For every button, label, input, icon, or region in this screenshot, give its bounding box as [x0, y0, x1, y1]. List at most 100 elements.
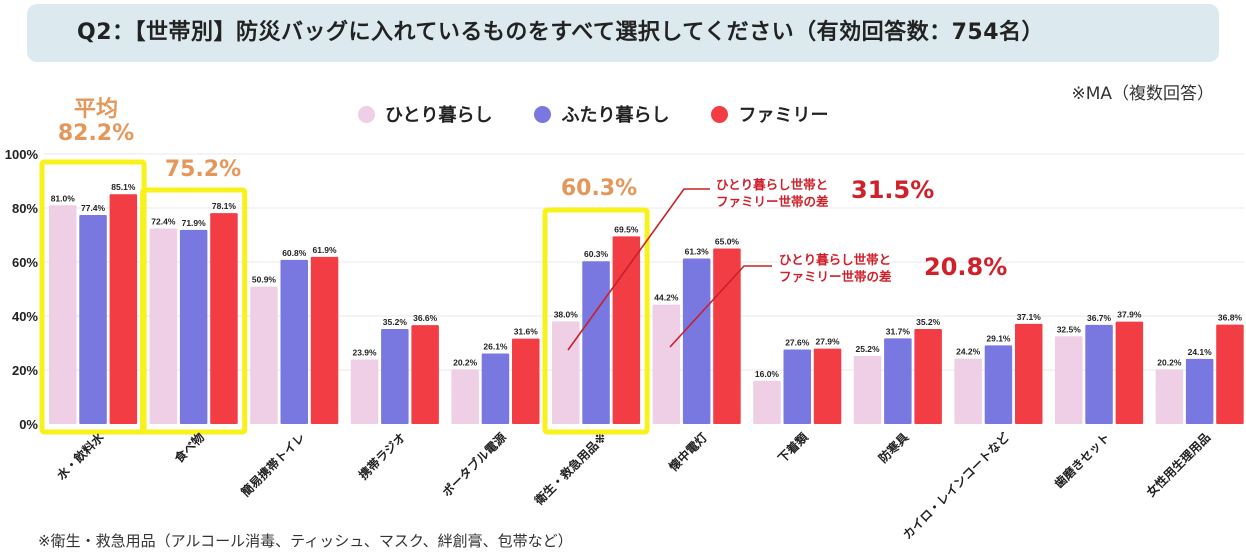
bar — [853, 355, 882, 424]
legend-label-family: ファミリー — [738, 105, 829, 126]
bar-value-label: 77.4% — [81, 203, 106, 213]
footnote: ※衛生・救急用品（アルコール消毒、ティッシュ、マスク、絆創膏、包帯など） — [38, 532, 573, 550]
annotation-2-line2: ファミリー世帯の差 — [779, 269, 892, 284]
x-tick-label: 懐中電灯 — [666, 430, 711, 475]
bar-value-label: 85.1% — [111, 182, 136, 192]
bar-value-label: 24.2% — [956, 347, 981, 357]
bar — [884, 338, 912, 424]
bar-value-label: 44.2% — [654, 293, 679, 303]
bar — [1085, 324, 1113, 424]
annotation-1-label: ひとり暮らし世帯と ファミリー世帯の差 — [716, 176, 829, 210]
legend-dot-family — [711, 105, 729, 123]
bar-value-label: 31.7% — [886, 326, 911, 336]
bar-value-label: 60.3% — [584, 249, 609, 259]
bar — [350, 359, 379, 424]
bar-value-label: 69.5% — [614, 224, 639, 234]
bar-value-label: 36.8% — [1218, 313, 1243, 323]
bar — [612, 236, 641, 424]
x-tick-label: 防寒具 — [875, 430, 911, 466]
bar — [310, 256, 339, 424]
legend-dot-couple — [534, 105, 552, 123]
legend: ひとり暮らし ふたり暮らし ファミリー — [358, 101, 870, 127]
bar — [552, 321, 580, 424]
x-tick-label: 歯磨きセット — [1051, 430, 1113, 492]
bar — [411, 325, 439, 424]
bar — [481, 353, 510, 424]
highlight-box — [542, 207, 650, 435]
bar-value-label: 23.9% — [352, 347, 377, 357]
x-tick-label: ポータブル電源 — [439, 430, 509, 500]
bar — [250, 286, 278, 424]
highlight-box — [140, 187, 248, 435]
bar-value-label: 71.9% — [182, 218, 207, 228]
bar-value-label: 37.1% — [1017, 312, 1042, 322]
y-axis-ticks: 0% 20% 40% 60% 80% 100% — [5, 147, 39, 432]
x-tick-label: 女性用生理用品 — [1143, 430, 1213, 500]
bar-value-label: 31.6% — [514, 327, 539, 337]
bar-value-label: 24.1% — [1188, 347, 1213, 357]
legend-item-couple: ふたり暮らし — [534, 101, 669, 127]
annotation-lines — [567, 188, 772, 351]
annotation-2-line1: ひとり暮らし世帯と — [779, 252, 892, 267]
bar-value-label: 36.6% — [413, 313, 438, 323]
bar — [984, 345, 1013, 424]
bar — [914, 328, 942, 424]
annotation-1-value: 31.5% — [851, 176, 935, 204]
bar — [753, 380, 781, 424]
bar — [79, 215, 107, 424]
bar — [179, 229, 208, 424]
bar-value-label: 81.0% — [51, 193, 76, 203]
chart-title: Q2：【世帯別】防災バッグに入れているものをすべて選択してください（有効回答数：… — [77, 20, 1045, 45]
bar-value-label: 26.1% — [483, 342, 508, 352]
bar-value-label: 60.8% — [282, 248, 307, 258]
x-tick-label: 衛生・救急用品※ — [531, 430, 610, 509]
bar-labels: 81.0% 77.4% 85.1% 72.4% 71.9% 78.1% 50.9% 60.8%… — [51, 182, 1243, 379]
bar-value-label: 29.1% — [986, 333, 1011, 343]
bar-value-label: 27.9% — [815, 337, 840, 347]
x-tick-label: カイロ・レインコートなど — [900, 430, 1012, 542]
bar-value-label: 32.5% — [1057, 324, 1082, 334]
bar-value-label: 38.0% — [554, 309, 579, 319]
bar-value-label: 65.0% — [715, 237, 740, 247]
x-axis-labels: 水・飲料水 食べ物 簡易携帯トイレ 携帯ラジオ ポータブル電源 衛生・救急用品※ 懐中電灯 下… — [54, 429, 1214, 542]
bar-value-label: 25.2% — [855, 344, 880, 354]
legend-dot-single — [358, 105, 375, 123]
x-tick-label: 下着類 — [775, 429, 812, 466]
y-tick-label: 0% — [19, 417, 38, 432]
multiple-answer-note: ※MA（複数回答） — [1071, 84, 1214, 104]
average-value-hygiene: 60.3% — [560, 176, 638, 201]
x-tick-label: 食べ物 — [170, 430, 207, 467]
bar-value-label: 35.2% — [916, 317, 941, 327]
bar — [652, 304, 681, 424]
legend-label-couple: ふたり暮らし — [561, 105, 670, 126]
x-tick-label: 携帯ラジオ — [356, 430, 409, 483]
bar-value-label: 35.2% — [383, 317, 408, 327]
bar-value-label: 61.9% — [312, 245, 337, 255]
bar-value-label: 50.9% — [252, 275, 277, 285]
y-tick-label: 20% — [12, 363, 38, 378]
average-value-water: 82.2% — [57, 121, 135, 146]
title-banner: Q2：【世帯別】防災バッグに入れているものをすべて選択してください（有効回答数：… — [27, 4, 1219, 62]
average-value-food: 75.2% — [164, 157, 242, 182]
bar — [149, 228, 178, 424]
bar — [381, 328, 409, 424]
y-tick-label: 80% — [12, 201, 38, 216]
bar — [49, 205, 77, 424]
bar-value-label: 61.3% — [685, 246, 710, 256]
bar-value-label: 20.2% — [1157, 357, 1182, 367]
x-tick-label: 水・飲料水 — [54, 429, 108, 483]
y-tick-label: 100% — [5, 147, 39, 162]
highlight-boxes — [39, 159, 650, 435]
bar — [954, 358, 982, 424]
annotation-2-label: ひとり暮らし世帯と ファミリー世帯の差 — [779, 251, 892, 285]
bar-value-label: 20.2% — [453, 357, 478, 367]
bar-value-label: 72.4% — [151, 217, 176, 227]
bar — [1015, 323, 1043, 424]
bar-value-label: 78.1% — [212, 201, 237, 211]
bar — [512, 338, 540, 424]
bar — [1115, 321, 1144, 424]
annotation-line-2 — [669, 265, 772, 348]
average-caption: 平均 — [73, 97, 118, 122]
bar — [1216, 324, 1244, 424]
